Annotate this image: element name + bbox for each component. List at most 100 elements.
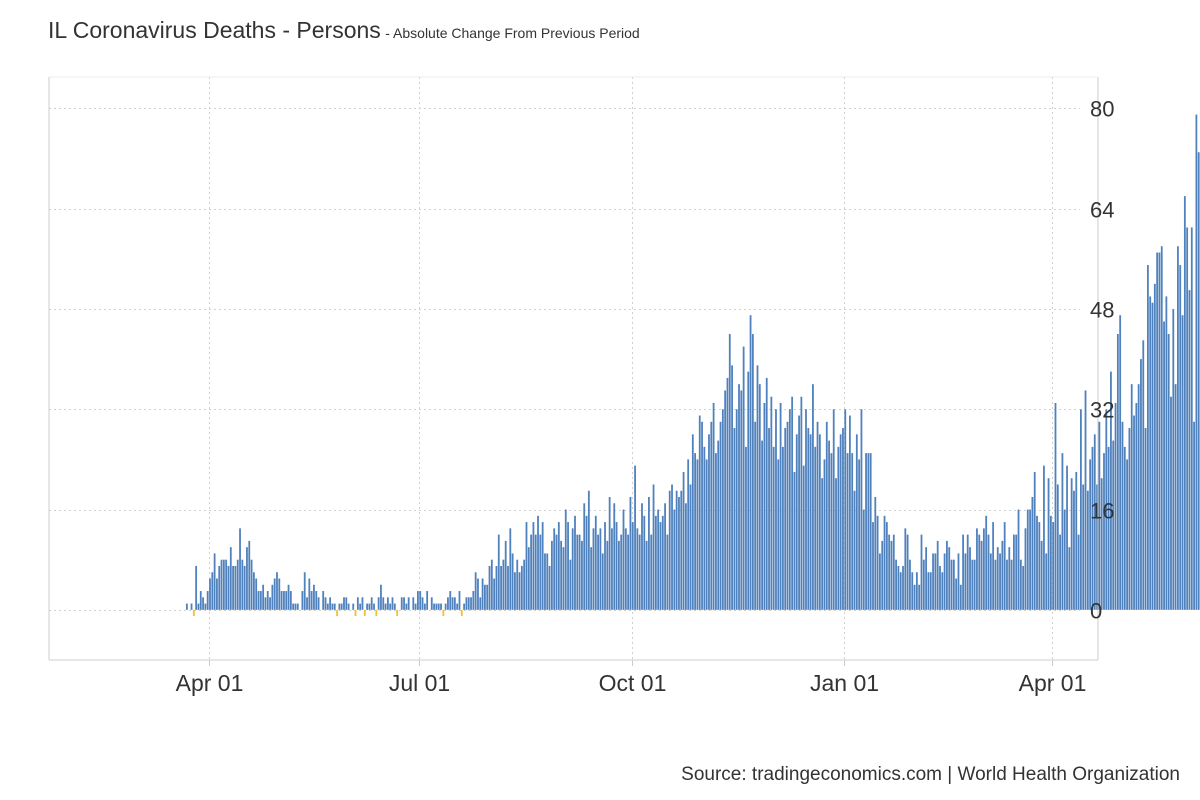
y-tick-label: 80 <box>1090 97 1114 122</box>
x-tick-label: Oct 01 <box>599 670 667 696</box>
bar <box>818 434 821 610</box>
bar <box>1096 484 1098 610</box>
bar <box>631 522 634 610</box>
bar <box>959 584 962 610</box>
bar <box>329 597 332 610</box>
bar <box>862 509 865 610</box>
bar <box>1059 534 1062 610</box>
bar <box>581 540 583 610</box>
bar <box>659 522 662 610</box>
bar <box>946 540 948 610</box>
bar <box>837 446 840 610</box>
bar <box>1077 534 1080 610</box>
bar <box>1031 497 1034 610</box>
bar <box>550 540 553 610</box>
bar <box>534 534 537 610</box>
bar <box>303 572 306 610</box>
bar <box>694 453 697 610</box>
bar <box>1116 334 1119 610</box>
bar <box>925 547 928 610</box>
bar <box>435 603 438 610</box>
bar <box>264 597 267 610</box>
bar <box>756 365 759 610</box>
bar <box>1172 308 1175 610</box>
bar <box>994 559 997 610</box>
bar <box>1144 428 1147 610</box>
bar <box>832 409 835 610</box>
bar <box>417 591 419 610</box>
bar <box>507 565 509 610</box>
bar <box>539 534 542 610</box>
x-tick-label: Jul 01 <box>389 670 450 696</box>
bar <box>599 528 602 610</box>
bar <box>955 578 958 610</box>
bar <box>306 597 308 610</box>
bar <box>313 584 315 610</box>
bar <box>421 597 424 610</box>
bar <box>259 591 262 610</box>
bar <box>234 565 237 610</box>
bar <box>786 421 789 610</box>
bar <box>326 603 329 610</box>
bar <box>1179 265 1182 610</box>
bar <box>465 597 468 610</box>
bar <box>576 534 579 610</box>
bar <box>520 565 523 610</box>
bar <box>502 559 505 610</box>
bar <box>1193 421 1195 610</box>
bar <box>973 559 976 610</box>
bar <box>1158 252 1161 610</box>
bar <box>352 603 355 610</box>
bar <box>823 459 826 610</box>
bar <box>1163 321 1165 610</box>
bar <box>751 334 754 610</box>
bar <box>1019 559 1022 610</box>
bar <box>294 603 297 610</box>
bar <box>567 522 569 610</box>
bar <box>1112 440 1115 610</box>
bar <box>1167 334 1170 610</box>
bar <box>1149 296 1152 610</box>
bar <box>525 522 528 610</box>
bar <box>717 440 720 610</box>
bar <box>645 540 648 610</box>
bar <box>719 421 722 610</box>
bar <box>648 497 650 610</box>
bar <box>641 503 643 610</box>
bar <box>932 553 934 610</box>
bar <box>1153 283 1156 610</box>
bar <box>883 515 886 610</box>
bar <box>488 565 491 610</box>
bar <box>1026 509 1029 610</box>
bar <box>594 515 597 610</box>
bar <box>192 609 195 617</box>
bar <box>331 603 334 610</box>
bar <box>987 534 990 610</box>
bar <box>927 572 930 610</box>
bar <box>1038 522 1041 610</box>
bar <box>890 540 893 610</box>
bar <box>617 540 620 610</box>
bar <box>1110 371 1112 610</box>
bar <box>518 572 521 610</box>
bar <box>869 453 872 610</box>
bar <box>899 572 902 610</box>
bar <box>225 559 228 610</box>
bar <box>451 597 454 610</box>
bar <box>1033 471 1036 610</box>
bar <box>1128 428 1131 610</box>
bar <box>504 540 507 610</box>
bar <box>368 603 371 610</box>
bar <box>1151 302 1154 610</box>
bar <box>1036 515 1038 610</box>
bar <box>1105 409 1108 610</box>
bar <box>1197 152 1200 610</box>
bar <box>668 490 671 610</box>
bar <box>1061 453 1064 610</box>
bar <box>269 597 271 610</box>
bar <box>484 584 486 610</box>
bar <box>1190 227 1193 610</box>
bar <box>442 609 445 617</box>
bar <box>564 509 567 610</box>
